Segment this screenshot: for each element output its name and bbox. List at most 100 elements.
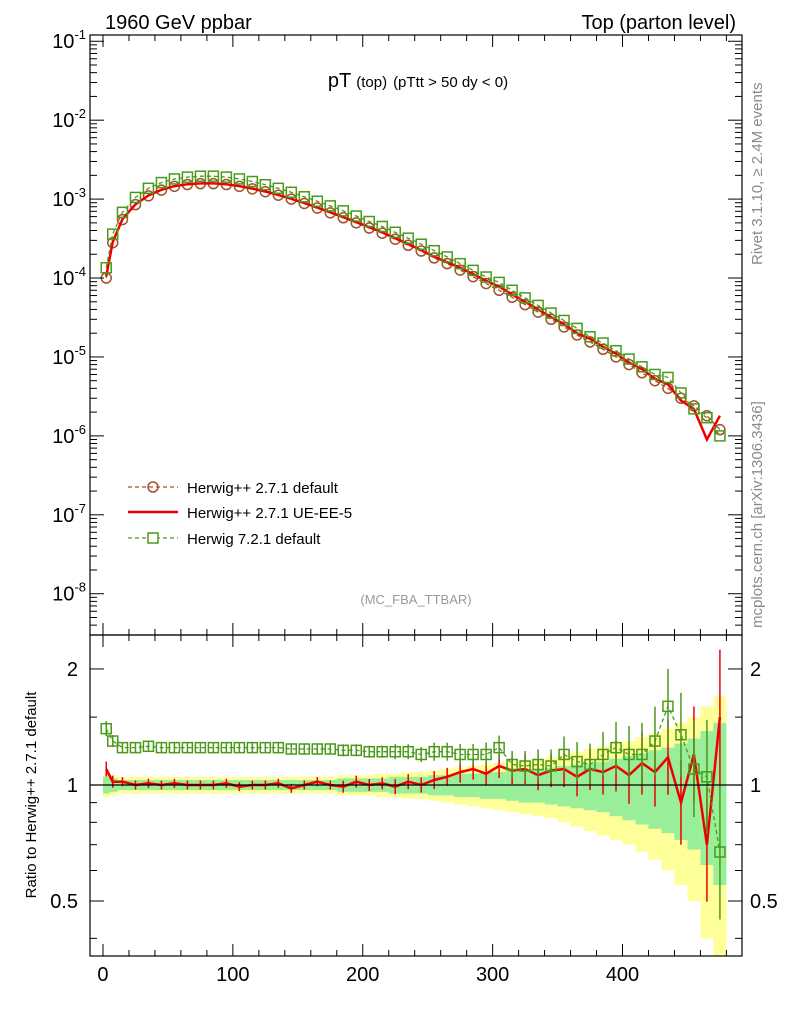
- y-tick-label-ratio: 2: [67, 659, 78, 681]
- ratio-point-herwig721: [155, 741, 168, 754]
- point-herwig271-default: [155, 184, 168, 196]
- point-herwig721-default: [233, 173, 246, 185]
- ratio-point-herwig721: [363, 745, 375, 758]
- legend-label-herwig271-ueee5: Herwig++ 2.7.1 UE-EE-5: [187, 505, 352, 522]
- ratio-point-herwig721: [558, 748, 570, 761]
- ratio-point-herwig721: [129, 741, 142, 754]
- ratio-point-herwig721: [571, 755, 583, 768]
- legend-entry-herwig721-default: Herwig 7.2.1 default: [128, 531, 321, 548]
- point-herwig721-default: [106, 228, 119, 240]
- point-herwig721-default: [259, 178, 272, 191]
- ratio-point-herwig721: [324, 743, 337, 755]
- legend: Herwig++ 2.7.1 default Herwig++ 2.7.1 UE…: [128, 480, 352, 548]
- point-herwig721-default: [207, 170, 220, 182]
- point-herwig721-default: [376, 220, 388, 233]
- ratio-point-herwig721: [207, 741, 220, 754]
- point-herwig721-default: [116, 206, 129, 219]
- ratio-point-herwig721: [142, 740, 155, 753]
- point-herwig721-default: [285, 186, 298, 199]
- series-line-2: [105, 175, 721, 437]
- ratio-point-herwig721: [259, 741, 272, 754]
- point-herwig721-default: [389, 226, 401, 239]
- ratio-ylabel: Ratio to Herwig++ 2.7.1 default: [23, 691, 40, 899]
- ratio-point-herwig721: [623, 748, 635, 761]
- ratio-point-herwig721: [597, 748, 609, 761]
- ratio-frame: [89, 634, 743, 957]
- point-herwig271-default: [116, 213, 129, 226]
- ratio-point-herwig721: [402, 745, 414, 758]
- ratio-point-herwig721: [116, 741, 129, 754]
- y-tick-label-ratio-right: 2: [750, 659, 761, 681]
- ratio-point-herwig721: [272, 741, 285, 754]
- point-herwig721-default: [428, 244, 440, 257]
- point-herwig721-default: [675, 387, 687, 399]
- point-herwig721-default: [571, 322, 583, 335]
- point-herwig721-default: [324, 200, 337, 212]
- x-tick-label: 200: [346, 964, 379, 986]
- ratio-point-herwig721: [675, 729, 687, 741]
- point-herwig721-default: [636, 361, 648, 373]
- point-herwig721-default: [415, 238, 427, 250]
- x-tick-label: 400: [606, 964, 639, 986]
- point-herwig721-default: [246, 175, 259, 188]
- point-herwig271-default: [129, 198, 142, 211]
- y-tick-label: 10-6: [52, 422, 86, 448]
- point-herwig271-default: [142, 190, 155, 202]
- point-herwig721-default: [194, 170, 207, 182]
- ratio-point-herwig721: [220, 741, 233, 754]
- ratio-point-herwig721: [194, 741, 207, 754]
- point-herwig721-default: [688, 403, 700, 415]
- uncertainty-band-green: [505, 770, 519, 801]
- point-herwig271-default: [376, 227, 388, 239]
- ratio-point-herwig721: [389, 745, 401, 758]
- point-herwig271-default: [285, 193, 298, 205]
- title-cut: (pTtt > 50 dy < 0): [393, 74, 508, 91]
- point-herwig721-default: [519, 292, 531, 304]
- title-sub: (top): [356, 74, 387, 91]
- legend-label-herwig271-default: Herwig++ 2.7.1 default: [187, 480, 339, 497]
- uncertainty-band-green: [518, 769, 532, 803]
- point-herwig721-default: [545, 307, 557, 319]
- point-herwig721-default: [142, 182, 155, 195]
- point-herwig721-default: [129, 191, 142, 204]
- point-herwig721-default: [155, 176, 168, 189]
- analysis-label: (MC_FBA_TTBAR): [360, 592, 471, 607]
- ratio-point-herwig721: [415, 748, 427, 761]
- legend-entry-herwig271-default: Herwig++ 2.7.1 default: [128, 480, 339, 497]
- x-tick-label: 300: [476, 964, 509, 986]
- y-tick-label-ratio: 0.5: [50, 891, 78, 913]
- ratio-panel: 0.5 0.5 1 1 2 2 Ratio to Herwig++ 2.7.1 defau…: [23, 634, 778, 957]
- point-herwig271-default: [298, 197, 311, 210]
- ratio-point-herwig721: [350, 744, 363, 757]
- ratio-point-herwig721: [545, 760, 557, 772]
- point-herwig721-default: [506, 284, 518, 297]
- ratio-point-herwig721: [311, 743, 324, 755]
- point-herwig721-default: [311, 195, 324, 207]
- point-herwig721-default: [623, 353, 635, 365]
- point-herwig721-default: [662, 371, 674, 384]
- ratio-point-herwig721: [506, 758, 518, 771]
- y-tick-label: 10-2: [52, 106, 86, 132]
- rivet-label: Rivet 3.1.10, ≥ 2.4M events: [749, 83, 766, 266]
- y-tick-label: 10-5: [52, 343, 86, 369]
- point-herwig721-default: [649, 368, 661, 381]
- ratio-point-herwig721: [493, 741, 505, 754]
- point-herwig721-default: [480, 271, 492, 283]
- legend-label-herwig721-default: Herwig 7.2.1 default: [187, 531, 321, 548]
- point-herwig721-default: [363, 215, 375, 228]
- y-tick-label-ratio: 1: [67, 775, 78, 797]
- ratio-point-herwig721: [454, 748, 466, 761]
- y-tick-label-ratio-right: 1: [750, 775, 761, 797]
- ratio-point-herwig721: [532, 758, 544, 771]
- mcplots-label: mcplots.cern.ch [arXiv:1306.3436]: [749, 401, 766, 628]
- ratio-point-herwig721: [480, 748, 492, 761]
- ratio-point-herwig721: [441, 745, 453, 758]
- ratio-point-herwig721: [100, 722, 112, 735]
- point-herwig721-default: [493, 276, 505, 289]
- ratio-point-herwig721: [688, 763, 700, 775]
- ratio-point-herwig721: [233, 741, 246, 754]
- point-herwig721-default: [272, 182, 285, 195]
- ratio-point-herwig721: [649, 735, 661, 747]
- y-tick-label: 10-4: [52, 264, 86, 290]
- ratio-point-herwig721: [662, 700, 674, 713]
